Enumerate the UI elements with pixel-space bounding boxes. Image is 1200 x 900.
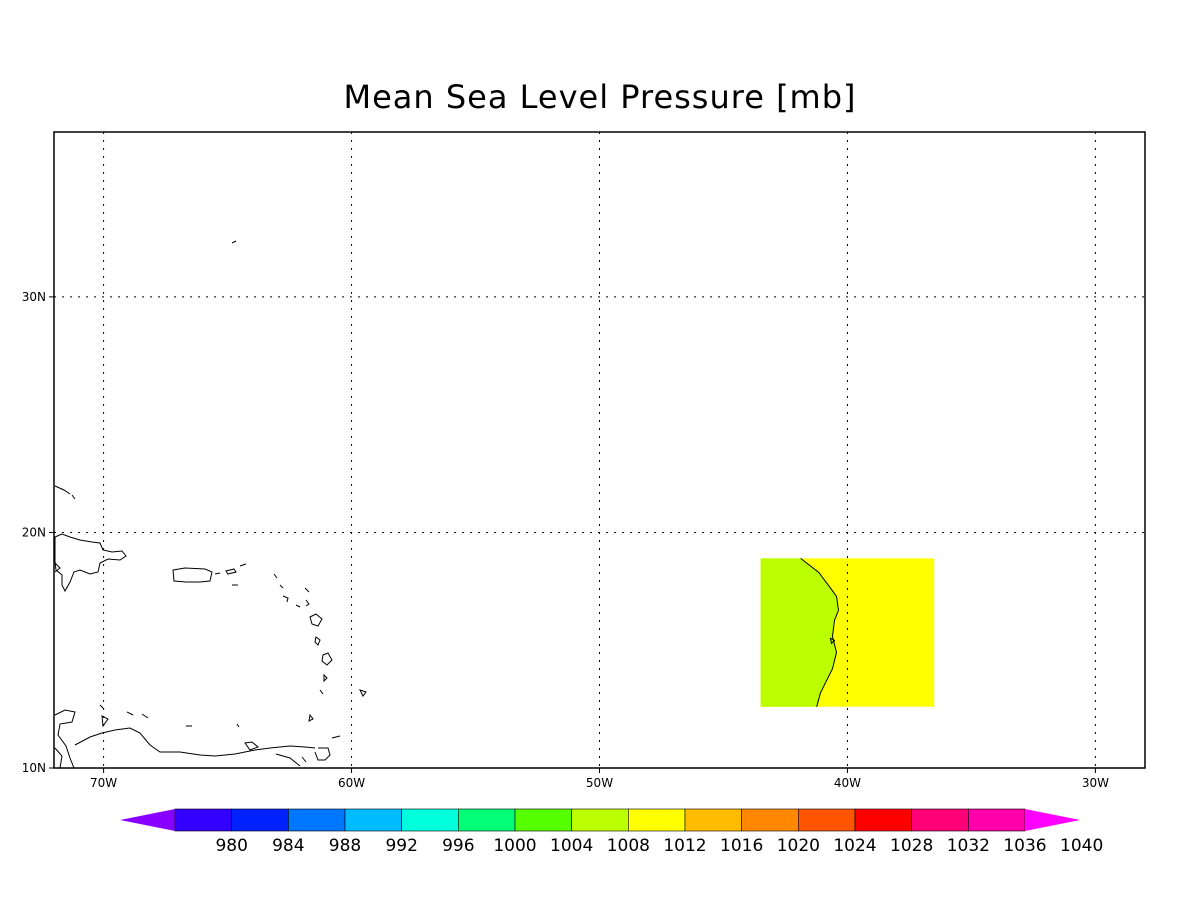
colorbar-label: 984 [272,836,304,856]
field-region-1008-1012 [760,558,839,707]
colorbar-label: 1040 [1060,836,1103,856]
coastline-hispaniola [54,533,127,593]
colorbar-tip-low [120,809,175,831]
colorbar-swatch [344,808,402,832]
gridlines [54,132,1145,768]
isobar-1012 [800,557,840,707]
axis-ticks: 70W 60W 50W 40W 30W 10N 20N 30N [22,290,1109,790]
colorbar-swatch [628,808,686,832]
pressure-field [760,557,935,707]
map-title: Mean Sea Level Pressure [mb] [343,78,857,116]
coastline-bermuda [231,240,237,244]
tick-label-lat: 20N [22,525,46,539]
tick-label-lon: 30W [1082,776,1109,790]
colorbar-label: 1012 [663,836,706,856]
colorbar-swatch [174,808,232,832]
colorbar-label: 1036 [1003,836,1046,856]
colorbar-swatch [288,808,346,832]
coastline-south-america [54,709,76,769]
tick-label-lon: 40W [834,776,861,790]
tick-label-lat: 30N [22,290,46,304]
colorbar-label: 1028 [890,836,933,856]
colorbar-label: 1020 [777,836,820,856]
colorbar-swatch [684,808,742,832]
colorbar-swatch [401,808,459,832]
colorbar-swatch [571,808,629,832]
colorbar-label: 1032 [947,836,990,856]
coastlines [54,240,367,769]
map-frame [53,131,1146,769]
colorbar-label: 1000 [493,836,536,856]
colorbar-label: 1004 [550,836,593,856]
tick-label-lon: 50W [586,776,613,790]
colorbar-label: 1008 [607,836,650,856]
colorbar-label: 996 [442,836,474,856]
colorbar: 980 984 988 992 996 1000 1004 1008 1012 1016 1020 1… [120,808,1103,856]
colorbar-swatch [514,808,572,832]
colorbar-swatch [911,808,969,832]
colorbar-label: 1016 [720,836,763,856]
colorbar-swatch [231,808,289,832]
coastline-puerto-rico [172,567,213,583]
colorbar-swatch [968,808,1026,832]
tick-label-lon: 60W [338,776,365,790]
colorbar-swatch [854,808,912,832]
colorbar-label: 988 [329,836,361,856]
colorbar-swatch [741,808,799,832]
colorbar-label: 992 [385,836,417,856]
isobar-fragment [829,637,836,645]
colorbar-label: 980 [215,836,247,856]
colorbar-swatch [798,808,856,832]
colorbar-swatch [458,808,516,832]
colorbar-label: 1024 [833,836,876,856]
tick-label-lat: 10N [22,761,46,775]
tick-label-lon: 70W [90,776,117,790]
colorbar-tip-high [1025,809,1080,831]
coastline-lesser-antilles [273,573,278,579]
